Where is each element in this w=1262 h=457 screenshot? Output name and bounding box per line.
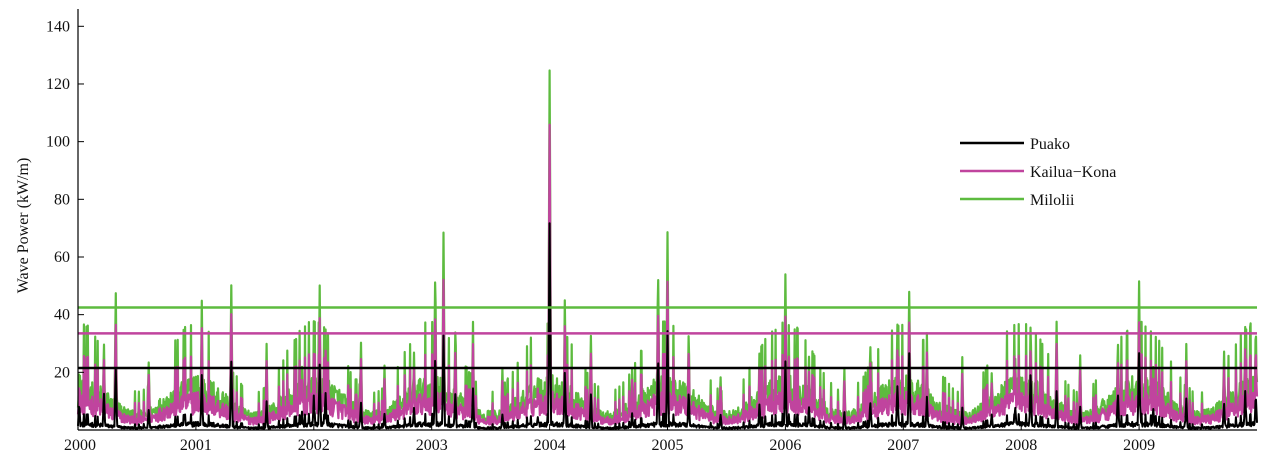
y-tick-label: 40 — [54, 307, 70, 324]
series-line-1 — [76, 123, 1259, 426]
series-layer — [76, 69, 1259, 430]
mean-lines — [78, 306, 1257, 370]
x-tick-label: 2004 — [534, 437, 566, 454]
x-tick-label: 2008 — [1005, 437, 1037, 454]
y-tick-label: 60 — [54, 249, 70, 266]
x-ticks: 2000 2001 2002 2003 2004 2005 2006 2007 2008 2009 — [64, 424, 1155, 454]
y-tick-label: 80 — [54, 191, 70, 208]
x-tick-label: 2009 — [1123, 437, 1155, 454]
y-tick-label: 100 — [46, 134, 70, 151]
y-tick-label: 20 — [54, 364, 70, 381]
legend-label: Puako — [1030, 136, 1070, 153]
x-tick-label: 2006 — [769, 437, 801, 454]
legend-label: Kailua−Kona — [1030, 164, 1116, 181]
x-tick-label: 2002 — [298, 437, 330, 454]
y-tick-label: 120 — [46, 76, 70, 93]
x-tick-label: 2001 — [180, 437, 212, 454]
legend-label: Milolii — [1030, 192, 1075, 209]
x-tick-label: 2003 — [416, 437, 448, 454]
x-tick-label: 2005 — [652, 437, 684, 454]
y-axis-title: Wave Power (kW/m) — [15, 158, 32, 294]
legend: Puako Kailua−Kona Milolii — [960, 136, 1116, 209]
y-ticks: 20 40 60 80 100 120 140 — [46, 18, 84, 381]
series-line-2 — [77, 222, 1258, 430]
y-tick-label: 140 — [46, 18, 70, 35]
x-tick-label: 2007 — [887, 437, 919, 454]
x-tick-label: 2000 — [64, 437, 96, 454]
